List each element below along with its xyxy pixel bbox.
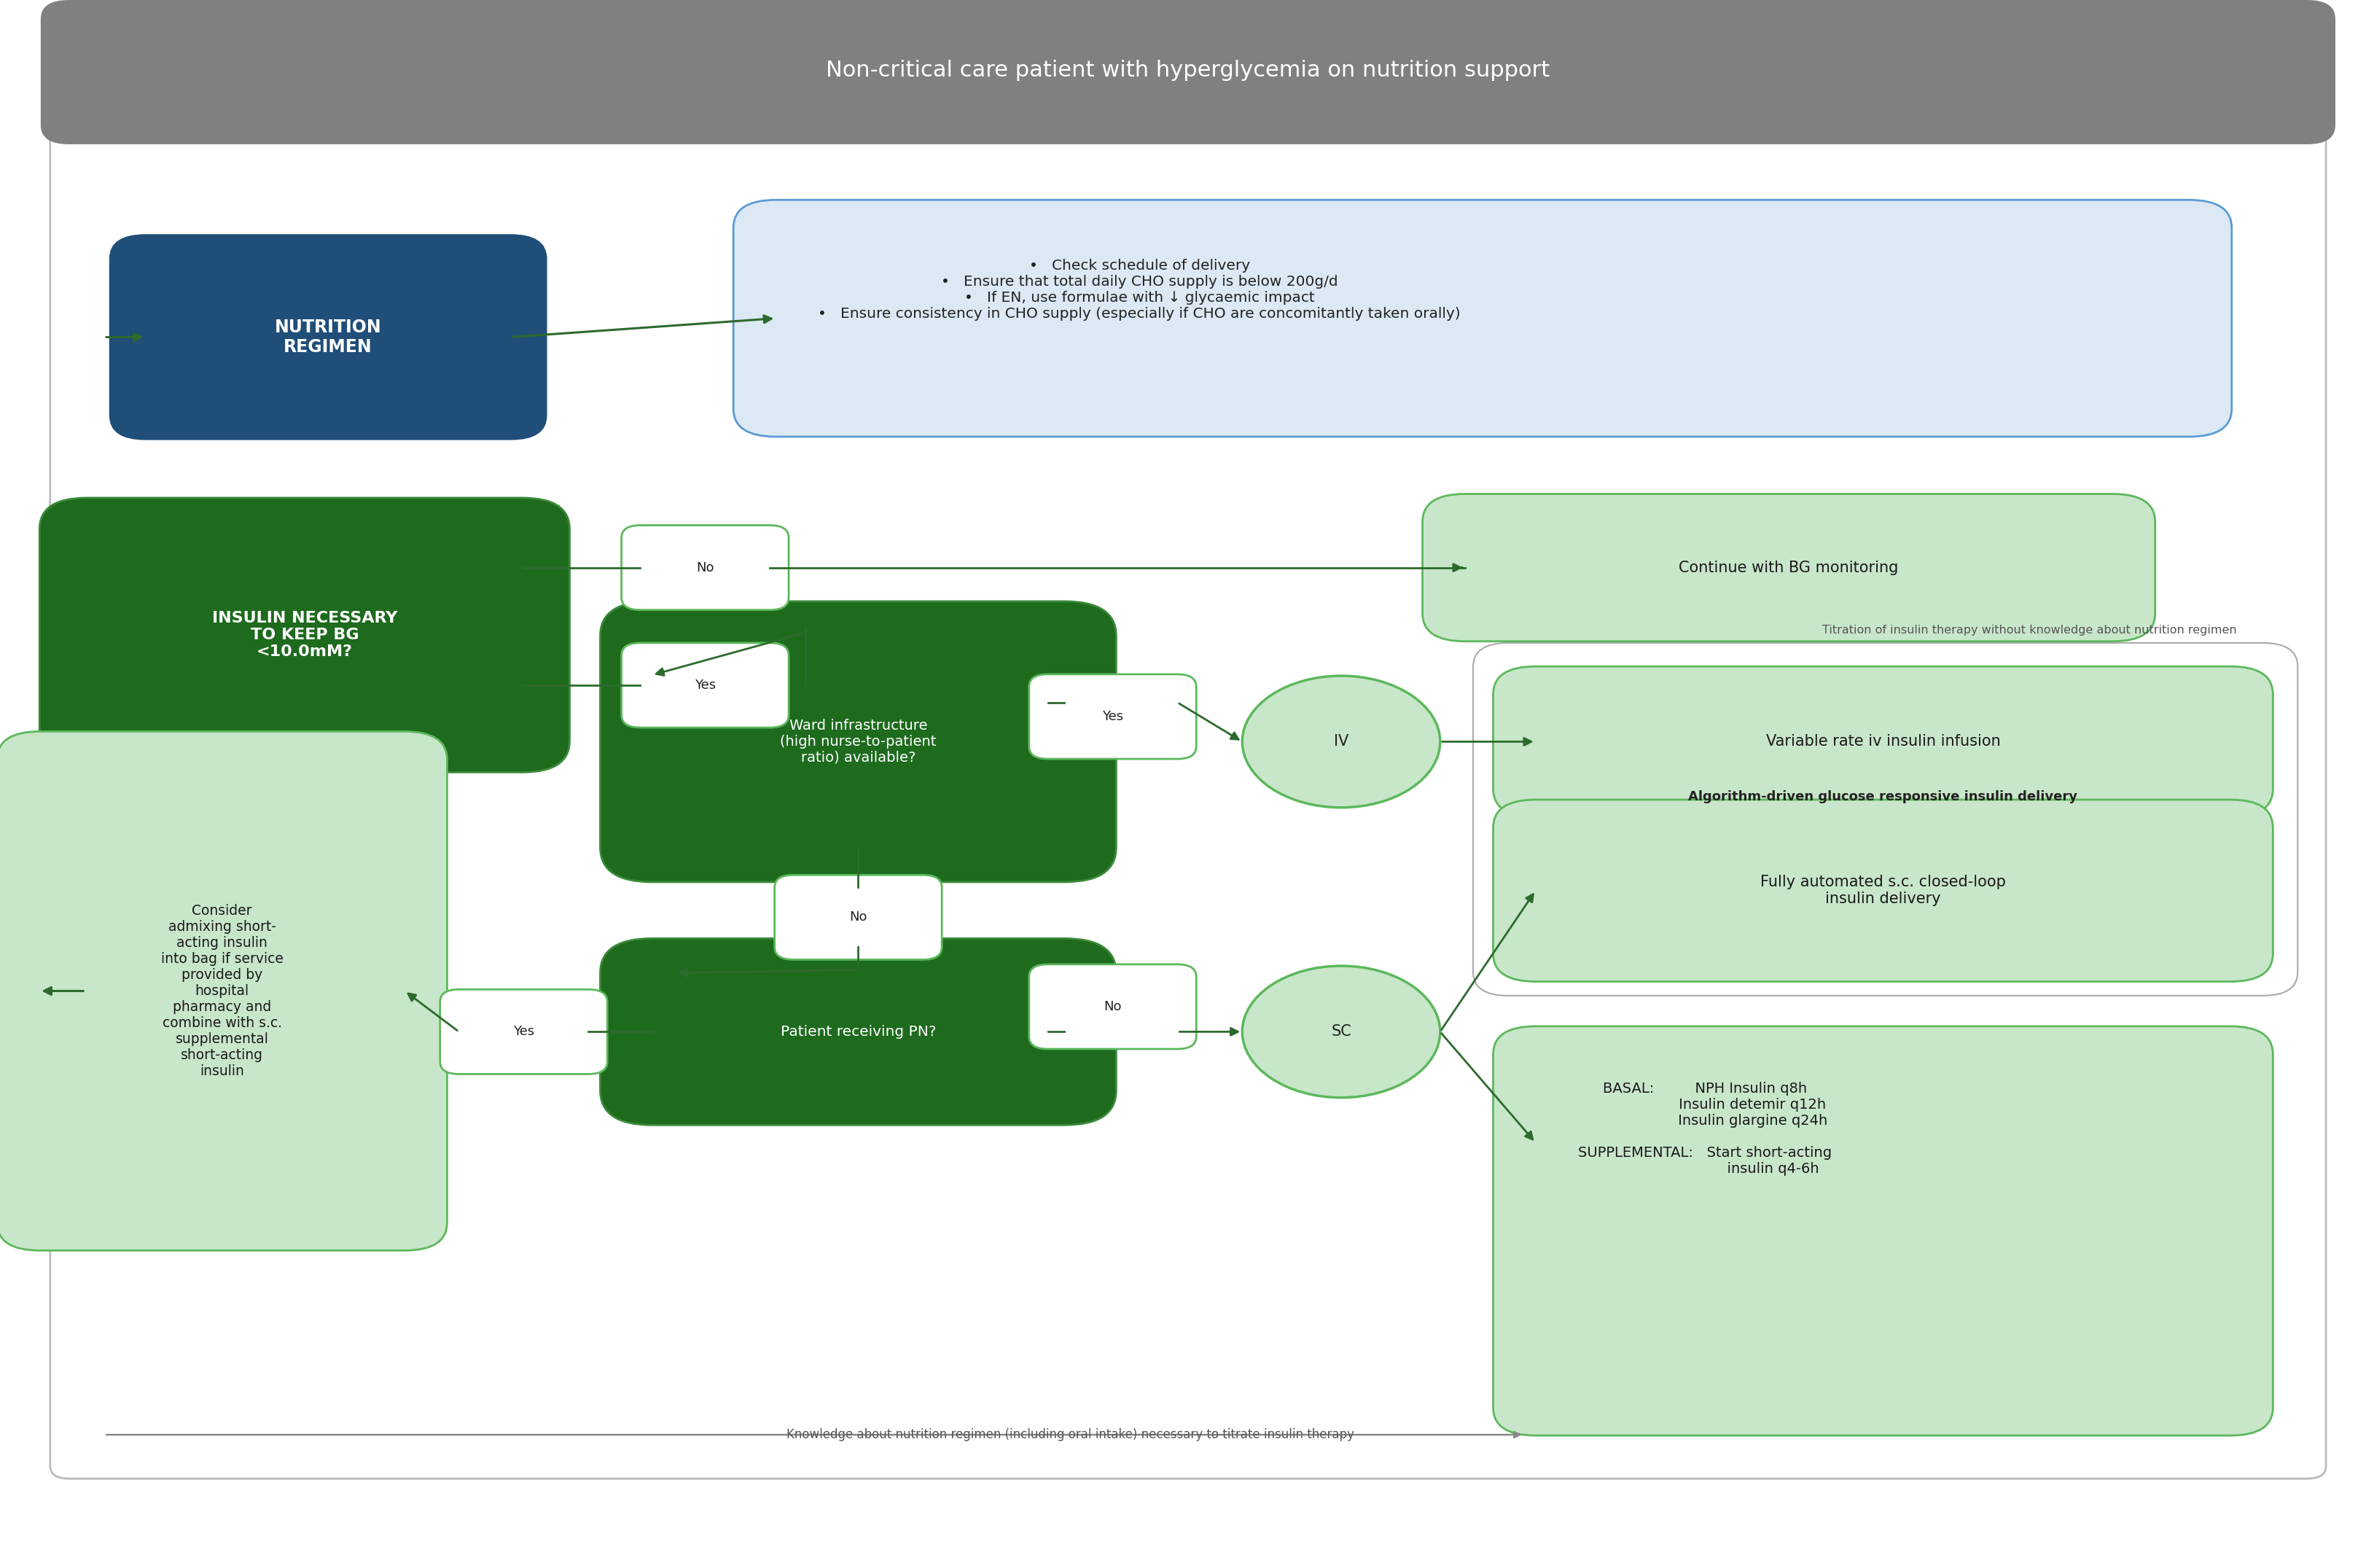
Text: Variable rate iv insulin infusion: Variable rate iv insulin infusion [1765, 734, 1999, 750]
FancyBboxPatch shape [774, 875, 942, 960]
FancyBboxPatch shape [1493, 800, 2274, 982]
FancyBboxPatch shape [40, 499, 570, 773]
FancyBboxPatch shape [440, 989, 608, 1074]
FancyBboxPatch shape [622, 643, 788, 728]
Text: No: No [1103, 1000, 1121, 1013]
Text: •   Check schedule of delivery
•   Ensure that total daily CHO supply is below 2: • Check schedule of delivery • Ensure th… [819, 259, 1460, 321]
FancyBboxPatch shape [1493, 1025, 2274, 1436]
FancyBboxPatch shape [1493, 666, 2274, 817]
FancyBboxPatch shape [0, 731, 447, 1251]
Text: No: No [849, 911, 868, 924]
FancyBboxPatch shape [601, 938, 1117, 1126]
FancyBboxPatch shape [40, 0, 2335, 144]
Text: Titration of insulin therapy without knowledge about nutrition regimen: Titration of insulin therapy without kno… [1822, 626, 2236, 635]
Text: Non-critical care patient with hyperglycemia on nutrition support: Non-critical care patient with hyperglyc… [826, 60, 1550, 82]
Text: Fully automated s.c. closed-loop
insulin delivery: Fully automated s.c. closed-loop insulin… [1760, 875, 2006, 906]
Circle shape [1242, 966, 1441, 1098]
Text: IV: IV [1334, 734, 1349, 750]
Text: Patient receiving PN?: Patient receiving PN? [781, 1025, 937, 1038]
Text: SC: SC [1332, 1024, 1351, 1040]
Text: INSULIN NECESSARY
TO KEEP BG
<10.0mM?: INSULIN NECESSARY TO KEEP BG <10.0mM? [213, 612, 397, 659]
FancyBboxPatch shape [111, 235, 547, 439]
FancyBboxPatch shape [1029, 674, 1197, 759]
FancyBboxPatch shape [1422, 494, 2155, 641]
Text: Continue with BG monitoring: Continue with BG monitoring [1680, 560, 1898, 575]
FancyBboxPatch shape [50, 129, 2326, 1479]
Text: BASAL:         NPH Insulin q8h
                     Insulin detemir q12h
       : BASAL: NPH Insulin q8h Insulin detemir q… [1578, 1082, 1831, 1176]
Text: Ward infrastructure
(high nurse-to-patient
ratio) available?: Ward infrastructure (high nurse-to-patie… [781, 718, 937, 765]
FancyBboxPatch shape [733, 199, 2231, 436]
FancyBboxPatch shape [1029, 964, 1197, 1049]
Text: Consider
admixing short-
acting insulin
into bag if service
provided by
hospital: Consider admixing short- acting insulin … [161, 903, 284, 1079]
FancyBboxPatch shape [601, 602, 1117, 881]
Text: Yes: Yes [1103, 710, 1124, 723]
Text: Yes: Yes [696, 679, 715, 691]
Circle shape [1242, 676, 1441, 808]
Text: No: No [696, 561, 715, 574]
Text: Knowledge about nutrition regimen (including oral intake) necessary to titrate i: Knowledge about nutrition regimen (inclu… [786, 1428, 1353, 1441]
Text: Algorithm-driven glucose responsive insulin delivery: Algorithm-driven glucose responsive insu… [1689, 790, 2077, 803]
Text: NUTRITION
REGIMEN: NUTRITION REGIMEN [274, 318, 381, 356]
Text: Yes: Yes [513, 1025, 535, 1038]
FancyBboxPatch shape [622, 525, 788, 610]
